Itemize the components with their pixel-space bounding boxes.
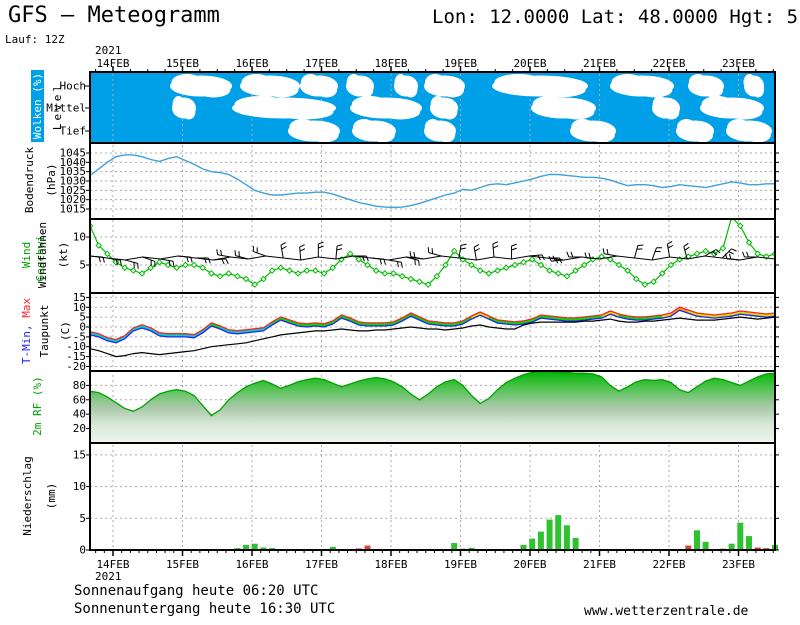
date-label-top: 16FEB: [235, 57, 268, 70]
location-coords: Lon: 12.0000 Lat: 48.0000 Hgt: 5: [432, 6, 799, 28]
date-label-top: 20FEB: [513, 57, 546, 70]
wind-speed-axis-label: Wind Geschwi.: [20, 228, 47, 282]
date-label-top: 15FEB: [166, 57, 199, 70]
dewpoint-axis-label: Taupunkt: [38, 304, 51, 358]
cloud-blobs: [170, 74, 772, 142]
cloud-panel: [90, 72, 775, 143]
year-label-bottom: 2021: [95, 570, 122, 583]
precip-axis-label: Niederschlag: [21, 456, 34, 536]
tick-label: 5: [79, 259, 86, 272]
date-label-bottom: 20FEB: [513, 558, 546, 571]
tick-label: 80: [73, 379, 86, 392]
tick-label: 15: [73, 448, 86, 461]
tick-label: 15: [73, 291, 86, 304]
tick-label: 1040: [60, 156, 87, 169]
temperature-band: [91, 306, 774, 358]
tick-label: 40: [73, 408, 86, 421]
date-label-bottom: 17FEB: [305, 558, 338, 571]
tick-label: -10: [66, 340, 86, 353]
temperature-axis-label: T-Min, Max: [20, 290, 34, 372]
precip-bars: [234, 515, 778, 550]
tick-label: 1035: [60, 165, 87, 178]
model-run-label: Lauf: 12Z: [5, 33, 65, 46]
date-label-top: 14FEB: [96, 57, 129, 70]
pressure-unit-label: (hPa): [45, 163, 58, 197]
tick-label: 5: [79, 311, 86, 324]
tick-label: 10: [73, 480, 86, 493]
cloud-level-label: Tief: [60, 125, 87, 138]
wind-unit-label: (kt): [57, 241, 70, 269]
pressure-line: [89, 154, 775, 209]
cloud-level-label: Hoch: [60, 80, 87, 93]
tick-label: 0: [79, 321, 86, 334]
page-title: GFS – Meteogramm: [8, 3, 220, 28]
date-label-bottom: 15FEB: [166, 558, 199, 571]
date-label-top: 19FEB: [444, 57, 477, 70]
tmin-label: T-Min,: [20, 324, 33, 365]
date-label-top: 17FEB: [305, 57, 338, 70]
humidity-area: [91, 372, 774, 442]
temperature-unit-label: (C): [59, 321, 72, 341]
pressure-axis-label: Bodendruck: [23, 146, 36, 214]
date-label-bottom: 22FEB: [652, 558, 685, 571]
website-text: www.wetterzentrale.de: [584, 604, 749, 619]
humidity-axis-label: 2m RF (%): [31, 376, 44, 436]
tick-label: 20: [73, 422, 86, 435]
sunrise-text: Sonnenaufgang heute 06:20 UTC: [74, 583, 319, 599]
tick-label: -15: [66, 350, 86, 363]
tick-label: 1045: [60, 147, 87, 160]
tick-label: 10: [73, 231, 86, 244]
tick-label: 1020: [60, 193, 87, 206]
year-label-top: 2021: [95, 44, 122, 57]
tick-label: -5: [73, 330, 86, 343]
sunset-text: Sonnenuntergang heute 16:30 UTC: [74, 601, 336, 617]
precip-unit-label: (mm): [45, 482, 58, 510]
date-label-bottom: 14FEB: [96, 558, 129, 571]
date-label-bottom: 21FEB: [583, 558, 616, 571]
clouds-level-label: Level: [51, 81, 64, 131]
clouds-axis-chip: Wolken (%): [31, 69, 44, 143]
tick-label: 10: [73, 301, 86, 314]
tick-label: 1030: [60, 175, 87, 188]
date-label-bottom: 18FEB: [374, 558, 407, 571]
date-label-bottom: 23FEB: [722, 558, 755, 571]
tmax-label: Max: [20, 297, 33, 318]
tick-label: -20: [66, 360, 86, 373]
tick-label: 1015: [60, 203, 87, 216]
cloud-level-label: Mittel: [46, 102, 86, 115]
tick-label: 0: [79, 544, 86, 557]
date-label-bottom: 19FEB: [444, 558, 477, 571]
tick-label: 5: [79, 512, 86, 525]
date-label-top: 18FEB: [374, 57, 407, 70]
date-label-top: 21FEB: [583, 57, 616, 70]
tick-label: 1025: [60, 184, 87, 197]
clouds-axis-label: Wolken (%): [31, 68, 45, 144]
wind-barbs-axis-label: Windfahnen: [36, 221, 49, 289]
date-label-top: 22FEB: [652, 57, 685, 70]
wind-panel-series: [91, 220, 774, 288]
tick-label: 60: [73, 393, 86, 406]
date-label-bottom: 16FEB: [235, 558, 268, 571]
date-label-top: 23FEB: [722, 57, 755, 70]
